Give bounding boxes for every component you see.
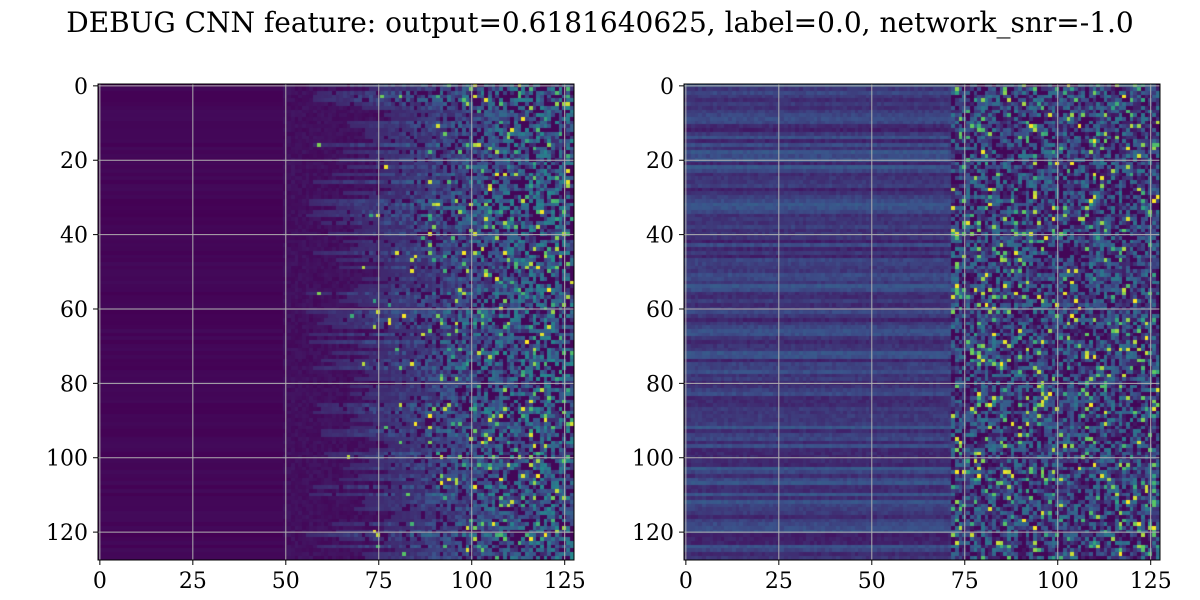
y-tick-label: 120	[632, 521, 674, 546]
y-tick-label: 80	[646, 372, 674, 397]
y-tick-label: 20	[646, 149, 674, 174]
heatmap-panel-left: 0 25 50 75 100 125 0 20 40 60 80 100 120	[46, 75, 586, 594]
y-tick-label: 80	[60, 372, 88, 397]
y-tick-label: 100	[46, 447, 88, 472]
y-tick-label: 60	[60, 298, 88, 323]
heatmap-panel-right: 0 25 50 75 100 125 0 20 40 60 80 100 120	[632, 75, 1172, 594]
y-tick-label: 40	[60, 224, 88, 249]
y-tick-label: 100	[632, 447, 674, 472]
x-tick-label: 100	[451, 569, 493, 594]
axes-frame	[97, 83, 575, 561]
y-tick-label: 20	[60, 149, 88, 174]
x-tick-label: 125	[544, 569, 586, 594]
x-tick-label: 50	[272, 569, 300, 594]
axes-frame	[683, 83, 1161, 561]
x-tick-label: 0	[679, 569, 693, 594]
figure-title: DEBUG CNN feature: output=0.6181640625, …	[66, 6, 1134, 39]
heatmap-image	[684, 84, 1160, 560]
x-tick-label: 50	[858, 569, 886, 594]
y-tick-label: 0	[660, 75, 674, 100]
x-tick-label: 100	[1037, 569, 1079, 594]
y-tick-label: 120	[46, 521, 88, 546]
heatmap-image	[98, 84, 574, 560]
x-tick-label: 75	[951, 569, 979, 594]
y-tick-label: 0	[74, 75, 88, 100]
x-tick-label: 25	[765, 569, 793, 594]
x-tick-label: 75	[365, 569, 393, 594]
y-tick-label: 60	[646, 298, 674, 323]
x-tick-label: 25	[179, 569, 207, 594]
x-tick-label: 0	[93, 569, 107, 594]
y-tick-label: 40	[646, 224, 674, 249]
x-tick-label: 125	[1130, 569, 1172, 594]
